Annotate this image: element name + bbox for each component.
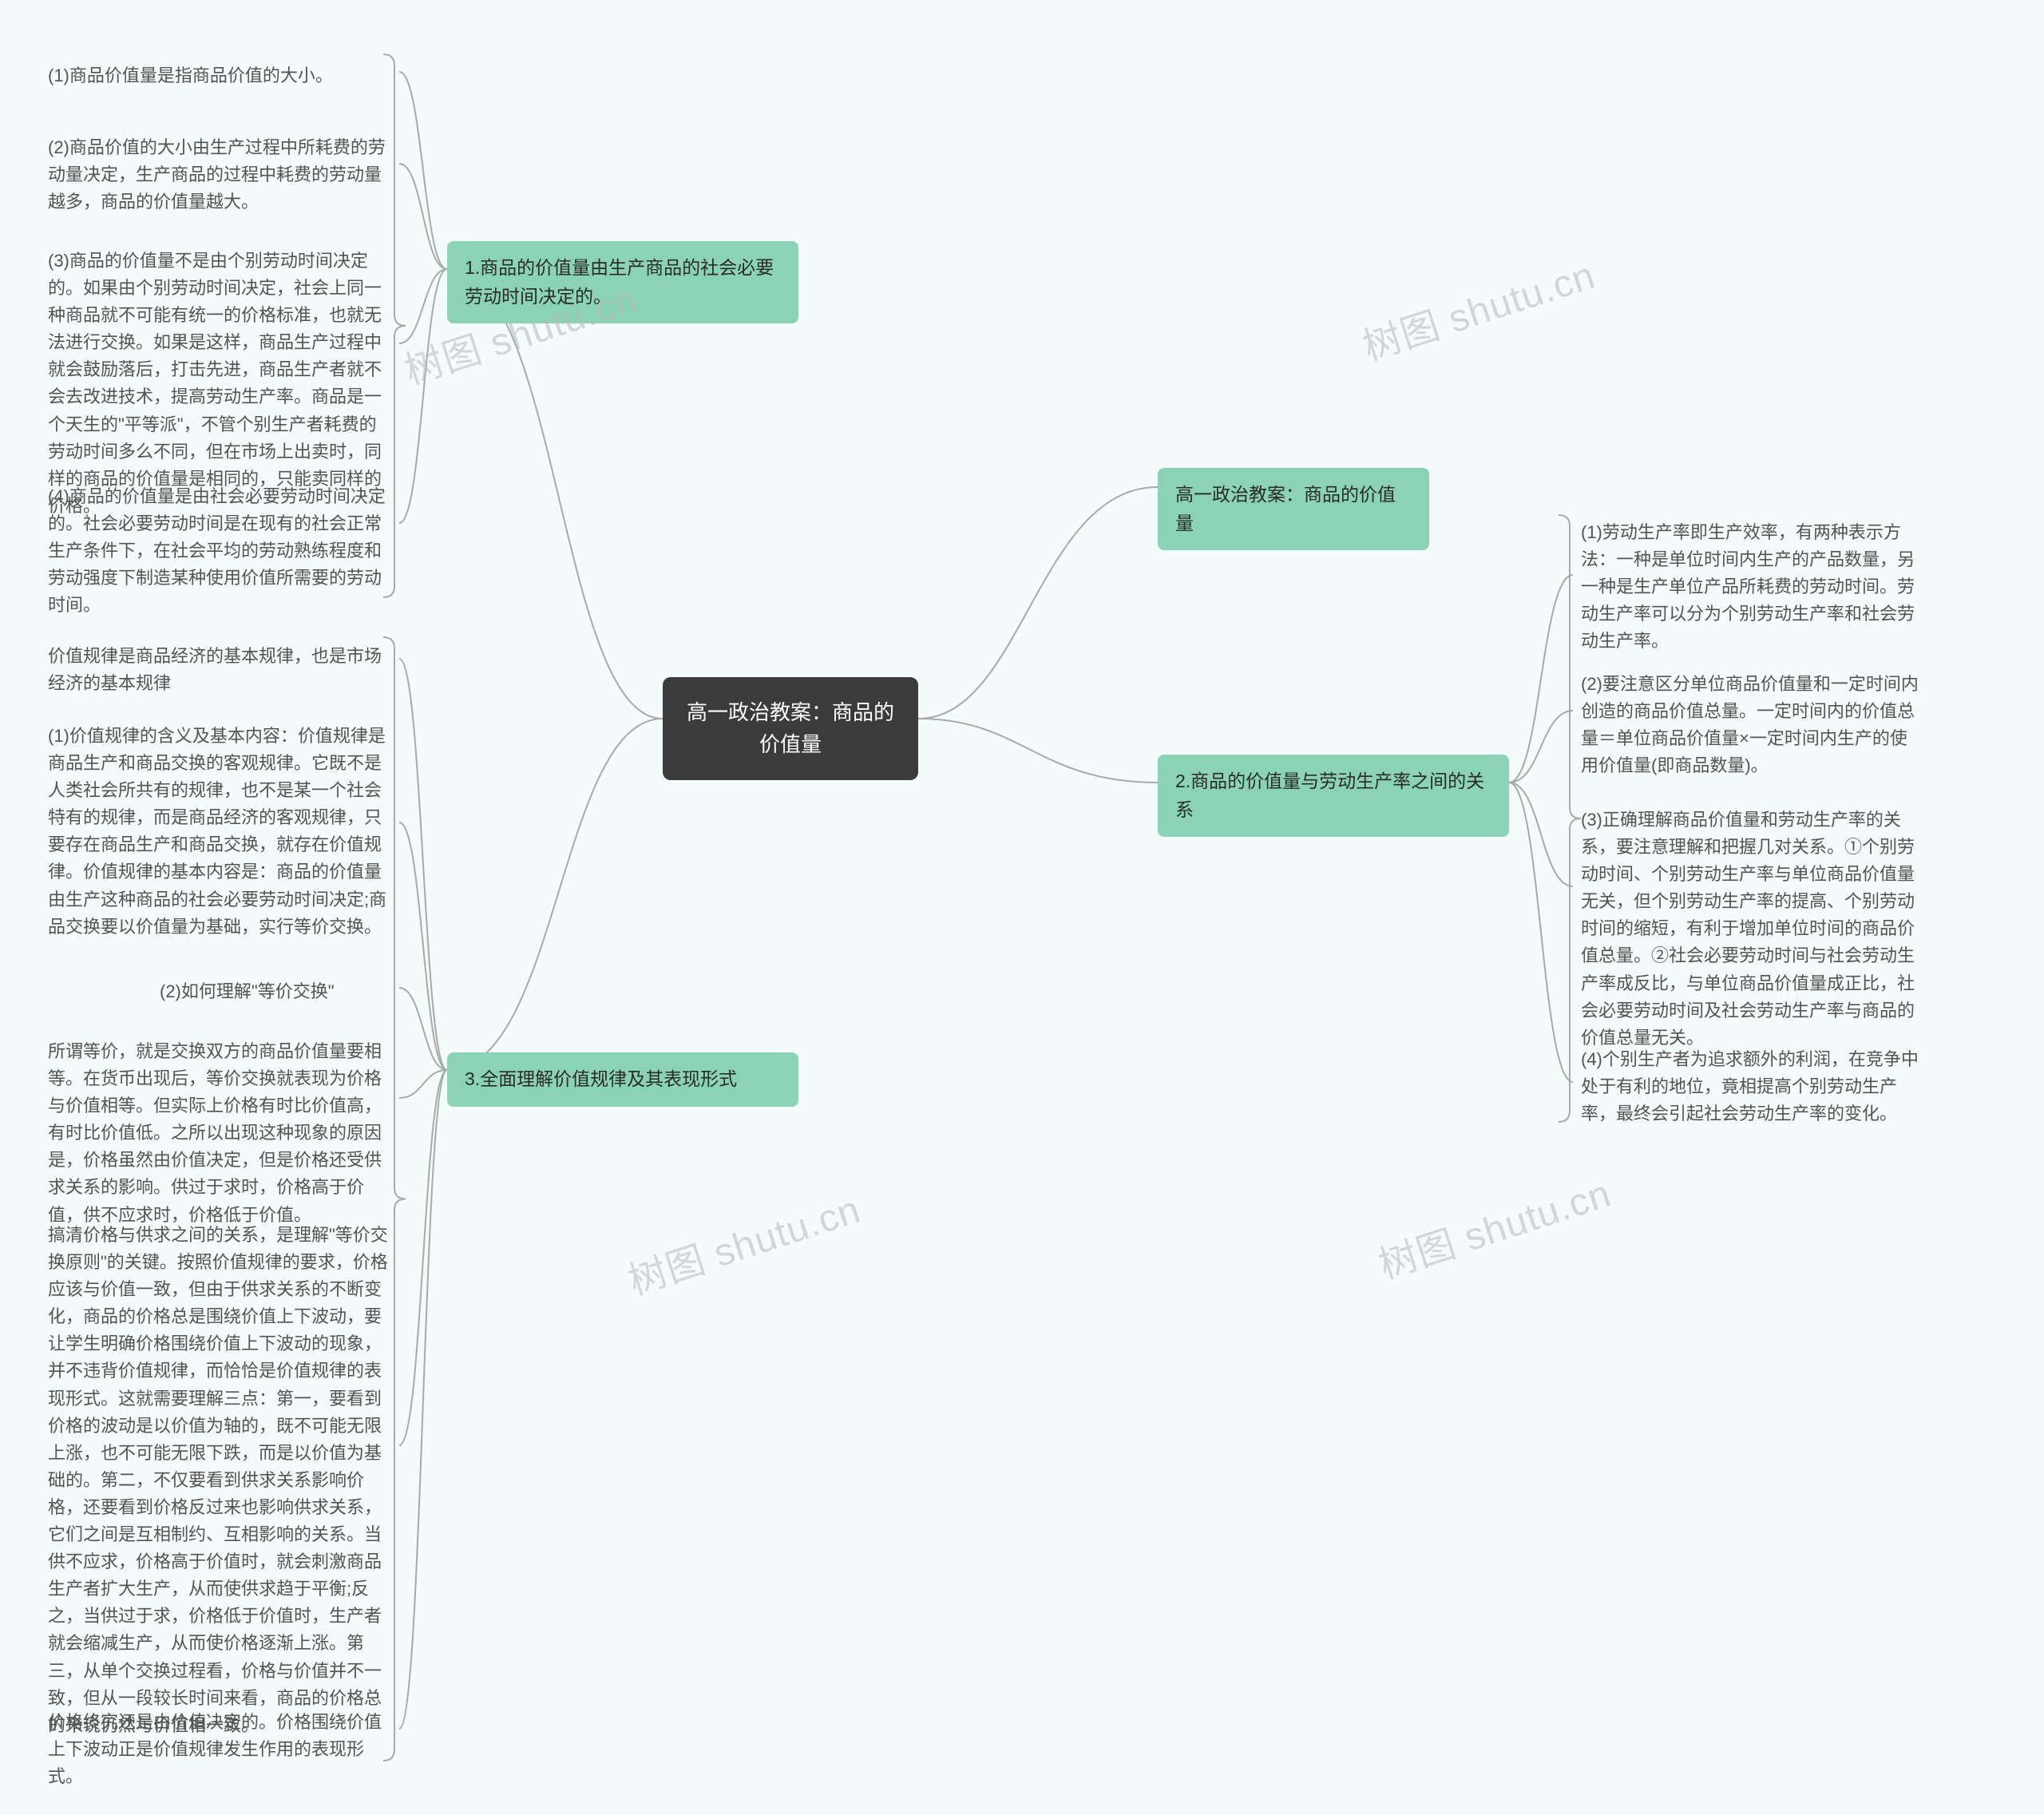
leaf-3-5: 搞清价格与供求之间的关系，是理解"等价交换原则"的关键。按照价值规律的要求，价格… (48, 1222, 391, 1739)
connector-line (1509, 711, 1573, 783)
watermark: 树图 shutu.cn (620, 1178, 867, 1306)
branch-2-label: 2.商品的价值量与劳动生产率之间的关系 (1175, 771, 1484, 820)
connector-line (399, 1070, 447, 1729)
connector-line (399, 659, 447, 1070)
leaf-3-1: 价值规律是商品经济的基本规律，也是市场经济的基本规律 (48, 643, 391, 697)
branch-2[interactable]: 2.商品的价值量与劳动生产率之间的关系 (1158, 755, 1509, 837)
branch-1[interactable]: 1.商品的价值量由生产商品的社会必要劳动时间决定的。 (447, 241, 798, 323)
leaf-3-6: 价格终究还是由价值决定的。价格围绕价值上下波动正是价值规律发生作用的表现形式。 (48, 1709, 391, 1790)
connector-line (399, 269, 447, 523)
leaf-3-3-text: (2)如何理解"等价交换" (160, 981, 335, 1001)
leaf-1-1-text: (1)商品价值量是指商品价值的大小。 (48, 65, 333, 85)
leaf-1-4: (4)商品的价值量是由社会必要劳动时间决定的。社会必要劳动时间是在现有的社会正常… (48, 483, 391, 619)
leaf-3-2-text: (1)价值规律的含义及基本内容：价值规律是商品生产和商品交换的客观规律。它既不是… (48, 726, 386, 937)
leaf-1-1: (1)商品价值量是指商品价值的大小。 (48, 62, 391, 89)
leaf-3-2: (1)价值规律的含义及基本内容：价值规律是商品生产和商品交换的客观规律。它既不是… (48, 723, 391, 941)
leaf-2-3-text: (3)正确理解商品价值量和劳动生产率的关系，要注意理解和把握几对关系。①个别劳动… (1581, 810, 1915, 1048)
leaf-2-2-text: (2)要注意区分单位商品价值量和一定时间内创造的商品价值总量。一定时间内的价值总… (1581, 674, 1919, 775)
leaf-1-3-text: (3)商品的价值量不是由个别劳动时间决定的。如果由个别劳动时间决定，社会上同一种… (48, 251, 382, 516)
branch-title[interactable]: 高一政治教案：商品的价值量 (1158, 468, 1429, 550)
connector-line (399, 822, 447, 1070)
connector-line (1509, 575, 1573, 783)
leaf-3-1-text: 价值规律是商品经济的基本规律，也是市场经济的基本规律 (48, 646, 382, 693)
connector-line (447, 269, 663, 719)
connector-line (399, 164, 447, 269)
leaf-2-1-text: (1)劳动生产率即生产效率，有两种表示方法：一种是单位时间内生产的产品数量，另一… (1581, 522, 1915, 651)
connector-line (1509, 783, 1573, 886)
connector-line (1509, 783, 1573, 1082)
bracket (1559, 515, 1581, 1122)
connector-line (918, 719, 1158, 783)
connector-line (918, 487, 1158, 719)
branch-3[interactable]: 3.全面理解价值规律及其表现形式 (447, 1052, 798, 1107)
leaf-1-3: (3)商品的价值量不是由个别劳动时间决定的。如果由个别劳动时间决定，社会上同一种… (48, 248, 391, 520)
leaf-2-3: (3)正确理解商品价值量和劳动生产率的关系，要注意理解和把握几对关系。①个别劳动… (1581, 806, 1924, 1052)
leaf-3-6-text: 价格终究还是由价值决定的。价格围绕价值上下波动正是价值规律发生作用的表现形式。 (48, 1712, 382, 1786)
leaf-3-3: (2)如何理解"等价交换" (160, 978, 391, 1005)
connector-line (399, 72, 447, 269)
mindmap-canvas: 高一政治教案：商品的价值量 高一政治教案：商品的价值量 2.商品的价值量与劳动生… (0, 0, 2044, 1815)
root-label: 高一政治教案：商品的价值量 (687, 700, 894, 756)
leaf-2-4: (4)个别生产者为追求额外的利润，在竞争中处于有利的地位，竟相提高个别劳动生产率… (1581, 1046, 1924, 1127)
connector-line (399, 1070, 447, 1098)
branch-title-label: 高一政治教案：商品的价值量 (1175, 484, 1396, 533)
leaf-2-2: (2)要注意区分单位商品价值量和一定时间内创造的商品价值总量。一定时间内的价值总… (1581, 671, 1924, 779)
branch-3-label: 3.全面理解价值规律及其表现形式 (465, 1068, 737, 1089)
connector-line (399, 269, 447, 343)
leaf-1-2-text: (2)商品价值的大小由生产过程中所耗费的劳动量决定，生产商品的过程中耗费的劳动量… (48, 137, 386, 212)
watermark: 树图 shutu.cn (1371, 1162, 1618, 1290)
leaf-3-4: 所谓等价，就是交换双方的商品价值量要相等。在货币出现后，等价交换就表现为价格与价… (48, 1038, 391, 1229)
leaf-1-4-text: (4)商品的价值量是由社会必要劳动时间决定的。社会必要劳动时间是在现有的社会正常… (48, 486, 386, 615)
connector-line (399, 1070, 447, 1445)
leaf-3-4-text: 所谓等价，就是交换双方的商品价值量要相等。在货币出现后，等价交换就表现为价格与价… (48, 1041, 382, 1225)
leaf-3-5-text: 搞清价格与供求之间的关系，是理解"等价交换原则"的关键。按照价值规律的要求，价格… (48, 1225, 388, 1735)
watermark: 树图 shutu.cn (1355, 244, 1602, 371)
connector-line (399, 988, 447, 1070)
connector-line (447, 719, 663, 1070)
leaf-2-1: (1)劳动生产率即生产效率，有两种表示方法：一种是单位时间内生产的产品数量，另一… (1581, 519, 1924, 655)
leaf-1-2: (2)商品价值的大小由生产过程中所耗费的劳动量决定，生产商品的过程中耗费的劳动量… (48, 134, 391, 216)
leaf-2-4-text: (4)个别生产者为追求额外的利润，在竞争中处于有利的地位，竟相提高个别劳动生产率… (1581, 1049, 1919, 1123)
root-node[interactable]: 高一政治教案：商品的价值量 (663, 677, 918, 780)
branch-1-label: 1.商品的价值量由生产商品的社会必要劳动时间决定的。 (465, 257, 774, 307)
